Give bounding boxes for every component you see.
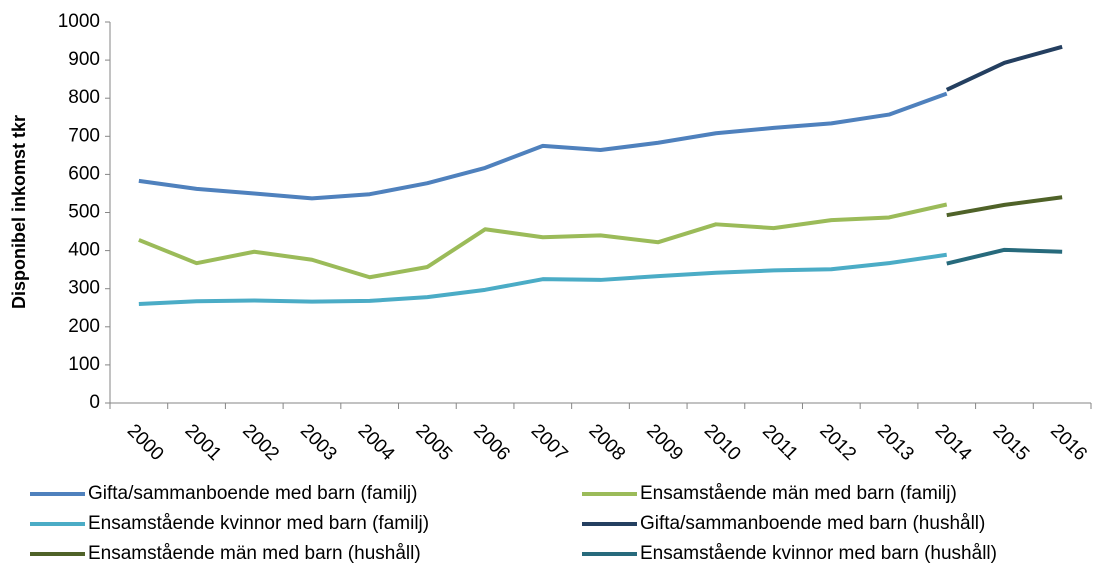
series-line (946, 195, 1063, 218)
x-tick-label: 2007 (527, 420, 572, 465)
y-tick-label: 1000 (58, 11, 100, 32)
series-line (138, 202, 948, 280)
x-tick-label: 2004 (354, 420, 399, 465)
y-tick-label: 500 (68, 202, 100, 223)
series-line (946, 247, 1063, 266)
y-tick-label: 100 (68, 354, 100, 375)
x-tick-label: 2008 (584, 420, 629, 465)
legend-label: Ensamstående kvinnor med barn (hushåll) (640, 543, 997, 564)
x-tick-label: 2011 (758, 421, 802, 465)
y-tick-label: 400 (68, 240, 100, 261)
x-tick-label: 2001 (181, 420, 226, 465)
x-tick-label: 2016 (1046, 420, 1091, 465)
series-line (945, 44, 1063, 92)
legend-label: Ensamstående kvinnor med barn (familj) (88, 513, 429, 534)
x-tick-label: 2002 (238, 420, 283, 465)
x-tick-label: 2006 (469, 420, 514, 465)
y-tick-label: 800 (68, 87, 100, 108)
x-tick-label: 2009 (642, 420, 687, 465)
x-tick-label: 2000 (123, 420, 168, 465)
y-tick-label: 600 (68, 163, 100, 184)
x-tick-label: 2015 (988, 420, 1033, 465)
x-tick-label: 2003 (296, 420, 341, 465)
series-line (138, 91, 948, 201)
x-tick-label: 2013 (873, 420, 918, 465)
y-axis-title: Disponibel inkomst tkr (9, 115, 29, 309)
legend-label: Ensamstående män med barn (familj) (640, 483, 957, 504)
x-tick-label: 2012 (815, 420, 860, 465)
x-tick-label: 2010 (700, 420, 745, 465)
y-tick-label: 300 (68, 278, 100, 299)
y-tick-label: 900 (68, 49, 100, 70)
series-line (138, 252, 948, 306)
x-tick-label: 2005 (411, 420, 456, 465)
legend-label: Ensamstående män med barn (hushåll) (88, 543, 421, 564)
legend-label: Gifta/sammanboende med barn (familj) (88, 483, 417, 504)
y-tick-label: 200 (68, 316, 100, 337)
y-tick-label: 700 (68, 125, 100, 146)
x-tick-label: 2014 (931, 420, 976, 465)
legend-label: Gifta/sammanboende med barn (hushåll) (640, 513, 985, 534)
y-tick-label: 0 (89, 392, 100, 413)
